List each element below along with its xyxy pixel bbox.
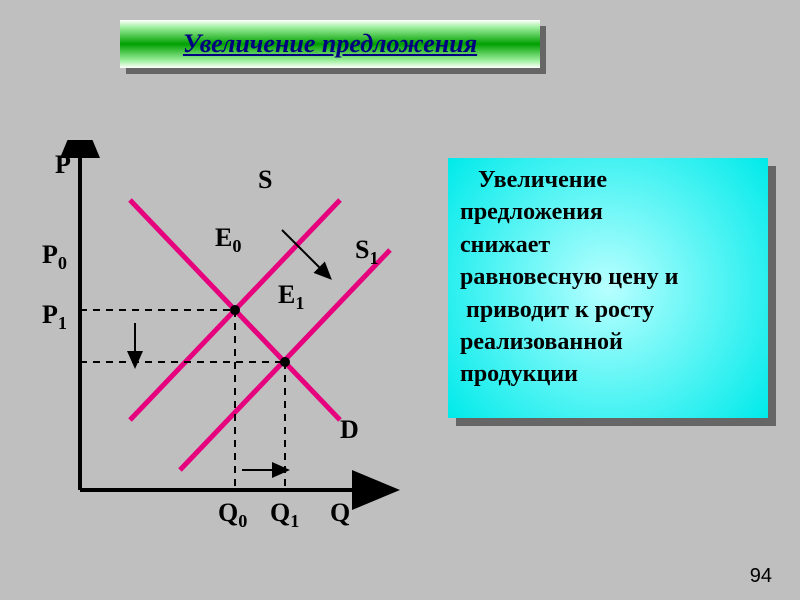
q1-label: Q1	[270, 498, 299, 532]
shift-arrow	[282, 230, 322, 270]
e0-point	[230, 305, 240, 315]
page-number: 94	[750, 565, 772, 588]
p-label: P	[55, 150, 71, 180]
s1-label: S1	[355, 235, 379, 269]
d-label: D	[340, 415, 359, 445]
e1-point	[280, 357, 290, 367]
e1-label: E1	[278, 280, 304, 314]
p1-label: P1	[42, 300, 67, 334]
description-text: Увеличение предложения снижает равновесн…	[460, 164, 756, 391]
s-label: S	[258, 165, 272, 195]
title-banner: Увеличение предложения	[120, 20, 540, 68]
p0-label: P0	[42, 240, 67, 274]
q0-label: Q0	[218, 498, 247, 532]
supply-demand-chart: P Q S S1 D P0 P1 Q0 Q1 E0 E1	[20, 140, 420, 560]
chart-svg	[20, 140, 420, 560]
description-box: Увеличение предложения снижает равновесн…	[448, 158, 768, 418]
q-label: Q	[330, 498, 350, 528]
title-text: Увеличение предложения	[183, 29, 477, 59]
e0-label: E0	[215, 223, 241, 257]
